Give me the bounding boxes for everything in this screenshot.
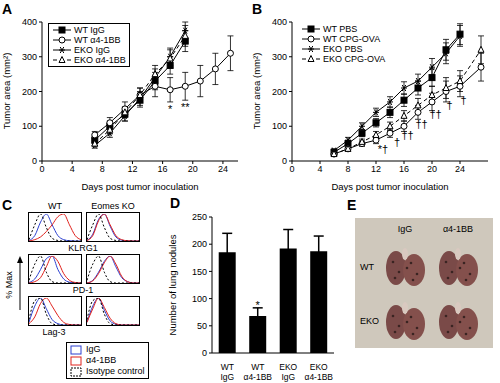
svg-text:C: C [8,197,12,213]
svg-text:*: * [168,103,173,115]
svg-text:400: 400 [22,17,37,27]
svg-text:4: 4 [70,164,75,174]
svg-text:300: 300 [272,52,287,62]
svg-text:100: 100 [272,121,287,131]
svg-text:0: 0 [282,156,287,166]
svg-text:% Max: % Max [8,271,14,299]
svg-text:Days post tumor inoculation: Days post tumor inoculation [81,181,198,192]
svg-text:300: 300 [22,52,37,62]
html-text:EKO PBS: EKO PBS [323,44,363,54]
html-text:α4-1BB: α4-1BB [86,355,117,365]
svg-text:24: 24 [455,164,465,174]
svg-text:A: A [8,1,12,17]
svg-text:E: E [347,197,356,213]
svg-text:†: † [460,94,466,106]
svg-text:50: 50 [197,321,207,331]
html-text:WT PBS: WT PBS [323,24,358,34]
svg-text:WT: WT [360,262,374,272]
svg-text:††: †† [415,118,427,130]
svg-text:**: ** [181,101,190,113]
svg-text:16: 16 [158,164,168,174]
svg-text:0: 0 [202,348,207,358]
html-text:WT IgG: WT IgG [74,25,105,35]
svg-text:0: 0 [32,156,37,166]
svg-text:D: D [170,195,180,211]
svg-text:0: 0 [289,164,294,174]
svg-text:B: B [252,1,262,17]
svg-text:EKOIgG: EKOIgG [279,362,297,382]
svg-text:4: 4 [317,164,322,174]
svg-text:WTα4-1BB: WTα4-1BB [243,362,272,382]
svg-text:Lag-3: Lag-3 [42,327,65,337]
html-text:IgG: IgG [86,344,101,354]
html-text:WT CPG-OVA: WT CPG-OVA [323,34,381,44]
html-text:EKO CPG-OVA: EKO CPG-OVA [323,54,386,64]
svg-text:100: 100 [22,121,37,131]
svg-text:IgG: IgG [398,224,413,234]
html-text:EKO IgG: EKO IgG [74,45,110,55]
svg-text:††: †† [401,129,413,141]
svg-text:KLRG1: KLRG1 [68,243,98,253]
svg-text:8: 8 [100,164,105,174]
svg-text:250: 250 [192,212,207,222]
svg-text:0: 0 [39,164,44,174]
svg-text:200: 200 [22,87,37,97]
html-text:WT α4-1BB: WT α4-1BB [74,35,121,45]
svg-text:20: 20 [188,164,198,174]
svg-text:EKOα4-1BB: EKOα4-1BB [304,362,333,382]
svg-text:Tumor area (mm²): Tumor area (mm²) [8,53,12,130]
html-text:Isotype control: Isotype control [86,366,145,376]
svg-text:PD-1: PD-1 [73,285,94,295]
svg-text:WT: WT [48,201,62,211]
svg-text:400: 400 [272,17,287,27]
svg-text:24: 24 [218,164,228,174]
svg-text:α4-1BB: α4-1BB [443,224,473,234]
svg-text:††: †† [429,108,441,120]
svg-text:20: 20 [427,164,437,174]
svg-text:8: 8 [345,164,350,174]
svg-text:†: † [446,99,452,111]
svg-text:Number of lung nodules: Number of lung nodules [167,234,178,335]
svg-text:12: 12 [127,164,137,174]
svg-text:200: 200 [272,87,287,97]
svg-text:*†: *† [378,143,388,155]
html-text:EKO α4-1BB: EKO α4-1BB [74,55,126,65]
svg-text:150: 150 [192,267,207,277]
svg-text:*: * [256,299,261,311]
svg-text:100: 100 [192,294,207,304]
svg-text:200: 200 [192,239,207,249]
svg-text:12: 12 [371,164,381,174]
svg-text:WTIgG: WTIgG [220,362,234,382]
svg-text:16: 16 [399,164,409,174]
svg-text:†: † [394,136,400,148]
svg-text:EKO: EKO [360,316,379,326]
svg-text:Eomes KO: Eomes KO [91,201,135,211]
svg-text:Days post tumor inoculation: Days post tumor inoculation [331,181,448,192]
svg-text:Tumor area (mm²): Tumor area (mm²) [251,53,262,130]
